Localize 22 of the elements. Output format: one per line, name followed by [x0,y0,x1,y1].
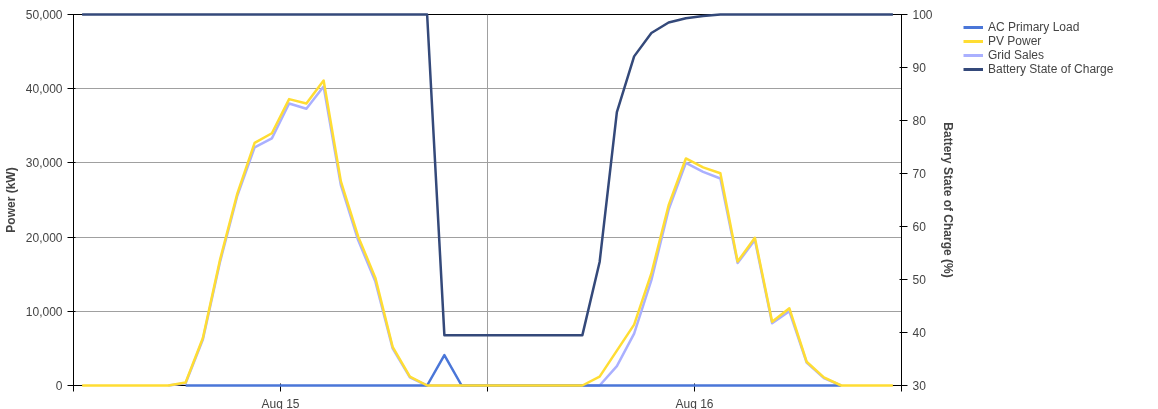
legend-label: AC Primary Load [988,20,1080,34]
y2-tick-label: 100 [912,8,933,22]
y2-tick-label: 70 [912,167,927,181]
y2-tick-label: 90 [912,61,927,75]
y-tick-label: 30,000 [25,156,63,171]
y2-tick-label: 50 [912,273,927,287]
y2-tick-label: 80 [912,114,927,128]
line-series [80,79,895,387]
legend-label: Battery State of Charge [988,62,1114,76]
y-tick-label: 20,000 [25,230,63,245]
y-tick-label: 10,000 [25,304,63,319]
y-tick-label: 50,000 [25,8,63,22]
y-axis-title: Power (kW) [3,167,18,233]
y2-axis-title: Battery State of Charge (%) [940,122,955,278]
y2-tick-label: 60 [912,220,927,234]
legend-label: Grid Sales [988,48,1045,62]
y2-tick-label: 40 [912,326,927,340]
y-tick-label: 0 [55,379,63,393]
y-tick-label: 40,000 [25,82,63,97]
y2-tick-label: 30 [912,379,927,393]
line-series [80,13,895,337]
legend-label: PV Power [988,34,1042,48]
